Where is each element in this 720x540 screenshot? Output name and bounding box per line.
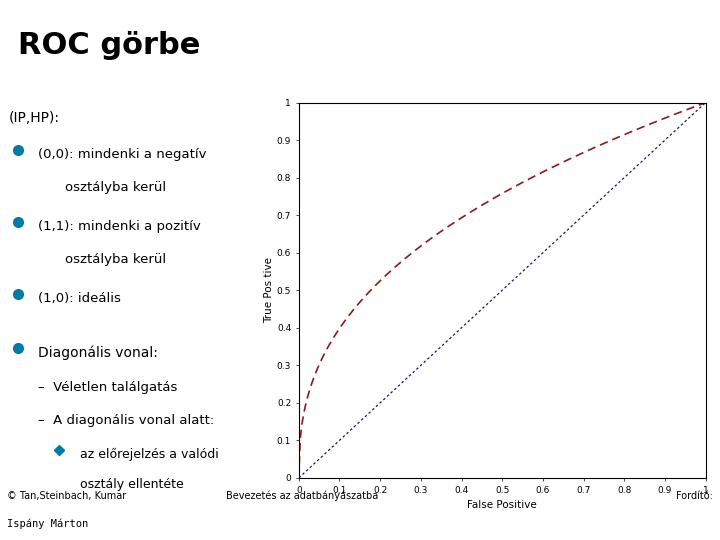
Text: Bevezetés az adatbányászatba: Bevezetés az adatbányászatba (226, 491, 379, 501)
Text: –  A diagonális vonal alatt:: – A diagonális vonal alatt: (38, 414, 215, 427)
Text: osztályba kerül: osztályba kerül (65, 181, 166, 194)
Text: (1,0): ideális: (1,0): ideális (38, 292, 121, 305)
Text: (1,1): mindenki a pozitív: (1,1): mindenki a pozitív (38, 220, 201, 233)
Text: osztály ellentéte: osztály ellentéte (80, 478, 184, 491)
Text: az előrejelzés a valódi: az előrejelzés a valódi (80, 448, 218, 461)
Text: Ispány Márton: Ispány Márton (7, 519, 89, 529)
Text: –  Véletlen találgatás: – Véletlen találgatás (38, 381, 178, 394)
Y-axis label: True Pos tive: True Pos tive (264, 257, 274, 323)
Text: osztályba kerül: osztályba kerül (65, 253, 166, 266)
X-axis label: False Positive: False Positive (467, 500, 537, 510)
Text: Fordító:: Fordító: (676, 491, 713, 501)
Text: (IP,HP):: (IP,HP): (9, 111, 60, 125)
Text: Diagonális vonal:: Diagonális vonal: (38, 346, 158, 360)
Text: ROC görbe: ROC görbe (18, 31, 200, 60)
Text: © Tan,Steinbach, Kumar: © Tan,Steinbach, Kumar (7, 491, 127, 501)
Text: (0,0): mindenki a negatív: (0,0): mindenki a negatív (38, 148, 207, 161)
